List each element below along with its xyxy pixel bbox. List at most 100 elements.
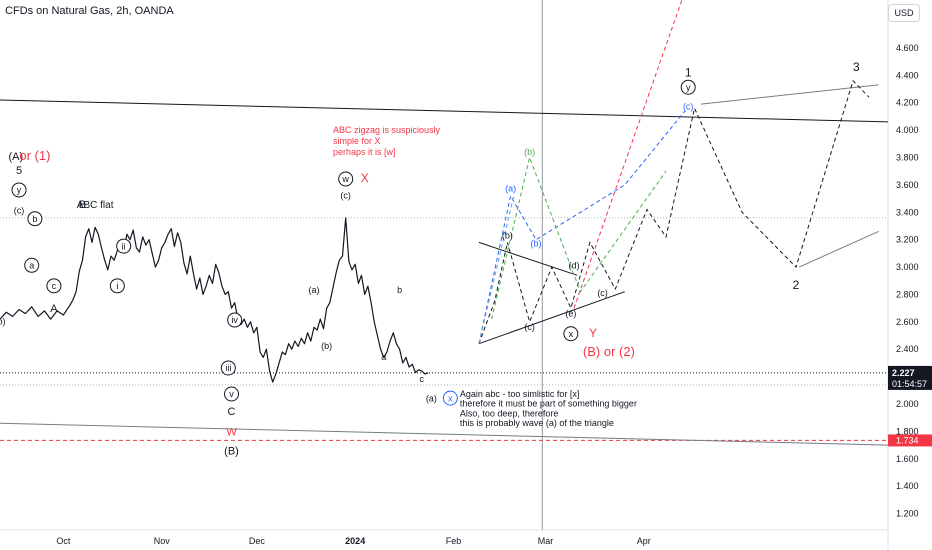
wave-label-circle — [338, 171, 354, 187]
y-tick-label: 2.600 — [896, 317, 919, 327]
wave-label: (b) — [321, 341, 332, 351]
currency-button[interactable]: USD — [888, 4, 920, 22]
chart-title: CFDs on Natural Gas, 2h, OANDA — [5, 5, 174, 17]
wave-label: (b) — [524, 147, 535, 157]
proj-grey-2-trendline — [798, 230, 879, 268]
wave-label-circle — [11, 182, 27, 198]
wave-label: v — [229, 389, 234, 399]
wave-label: A — [50, 303, 58, 315]
y-tick-label: 3.800 — [896, 152, 919, 162]
wave-label: or (1) — [19, 148, 50, 163]
wave-label: (d) — [569, 260, 580, 270]
blue-path — [478, 110, 686, 344]
wave-label: (B) or (2) — [583, 344, 635, 359]
wave-label: Y — [589, 326, 597, 340]
wave-label: c — [420, 374, 425, 384]
wave-label: (b) — [530, 239, 541, 249]
wave-label: (b) — [502, 230, 513, 240]
wave-label: 5 — [16, 165, 22, 177]
wave-label-circle — [220, 360, 236, 376]
wave-label: this is probably wave (a) of the triangl… — [460, 418, 614, 428]
wave-label: (c) — [340, 191, 351, 201]
wave-label-circle — [224, 386, 240, 402]
countdown-label: 01:54:57 — [892, 379, 927, 389]
wave-label: iii — [225, 363, 231, 373]
triangle-lower-trendline — [478, 291, 625, 345]
wave-label: ii — [122, 241, 126, 251]
y-tick-label: 3.200 — [896, 235, 919, 245]
marked-level-label: 1.734 — [896, 435, 919, 445]
y-tick-label: 3.600 — [896, 180, 919, 190]
wave-label: Again abc - too simlistic for [x] — [460, 389, 580, 399]
wave-label: 3 — [853, 60, 860, 74]
price-series-line — [0, 217, 429, 383]
x-tick-label: Dec — [249, 536, 266, 546]
y-tick-label: 3.400 — [896, 207, 919, 217]
x-tick-label: Nov — [154, 536, 171, 546]
wave-label: perhaps it is [w] — [333, 147, 396, 157]
wave-label: iv — [231, 315, 238, 325]
y-tick-label: 1.800 — [896, 426, 919, 436]
y-tick-label: 1.200 — [896, 509, 919, 519]
triangle-upper-trendline — [478, 241, 578, 276]
wave-label: (c) — [597, 288, 608, 298]
wave-label: w — [341, 174, 349, 184]
wave-label: x — [448, 393, 453, 403]
wave-label: a — [381, 352, 386, 362]
y-tick-label: 2.400 — [896, 344, 919, 354]
wave-label-circle — [442, 390, 458, 406]
wave-label: (c) — [14, 206, 25, 216]
y-tick-label: 4.000 — [896, 125, 919, 135]
wave-label: a — [29, 260, 34, 270]
y-tick-label: 1.600 — [896, 454, 919, 464]
wave-label: y — [17, 185, 22, 195]
light-blue-path — [478, 195, 515, 344]
wave-label: (a) — [505, 184, 516, 194]
wave-label-circle — [680, 79, 696, 95]
y-tick-label: 2.000 — [896, 399, 919, 409]
x-tick-label: 2024 — [345, 536, 365, 546]
wave-label: (c) — [683, 102, 694, 112]
y-tick-label: 4.400 — [896, 70, 919, 80]
wave-label: (a) — [308, 285, 319, 295]
wave-label: (a) — [426, 393, 437, 403]
wave-label-circle — [227, 312, 243, 328]
wave-label: simple for X — [333, 136, 381, 146]
last-price-badge — [888, 365, 932, 390]
wave-label: x — [569, 329, 574, 339]
y-tick-label: 4.600 — [896, 43, 919, 53]
wave-label: c — [52, 281, 57, 291]
wave-label-circle — [116, 238, 132, 254]
wave-label: 1 — [685, 66, 692, 80]
wave-label: (b) — [0, 317, 6, 327]
wave-label: W — [226, 427, 237, 439]
y-tick-label: 1.400 — [896, 481, 919, 491]
wave-label: (A) — [9, 151, 24, 163]
wave-label: 2 — [793, 278, 800, 292]
y-tick-label: 2.800 — [896, 289, 919, 299]
wave-label: i — [116, 281, 118, 291]
x-tick-label: Oct — [56, 536, 71, 546]
wave-label-circle — [563, 326, 579, 342]
wave-label: C — [228, 406, 236, 418]
wave-label: X — [361, 171, 369, 185]
wave-label: y — [686, 82, 691, 92]
wave-label-circle — [24, 257, 40, 273]
wave-label: (B) — [224, 446, 239, 458]
proj-grey-1-trendline — [700, 84, 879, 105]
wave-label-circle — [109, 278, 125, 294]
wave-label: b — [397, 285, 402, 295]
last-price-label: 2.227 — [892, 368, 915, 378]
x-tick-label: Apr — [637, 536, 651, 546]
wave-label: ABC flat — [77, 200, 114, 211]
x-tick-label: Mar — [538, 536, 554, 546]
wave-label-circle — [46, 278, 62, 294]
wave-label: ABC zigzag is suspiciously — [333, 125, 441, 135]
lower-trendline — [0, 422, 889, 446]
x-tick-label: Feb — [446, 536, 462, 546]
y-tick-label: 3.000 — [896, 262, 919, 272]
wave-label: B — [79, 199, 86, 211]
wave-label: (c) — [524, 322, 535, 332]
marked-level-badge — [888, 434, 932, 447]
